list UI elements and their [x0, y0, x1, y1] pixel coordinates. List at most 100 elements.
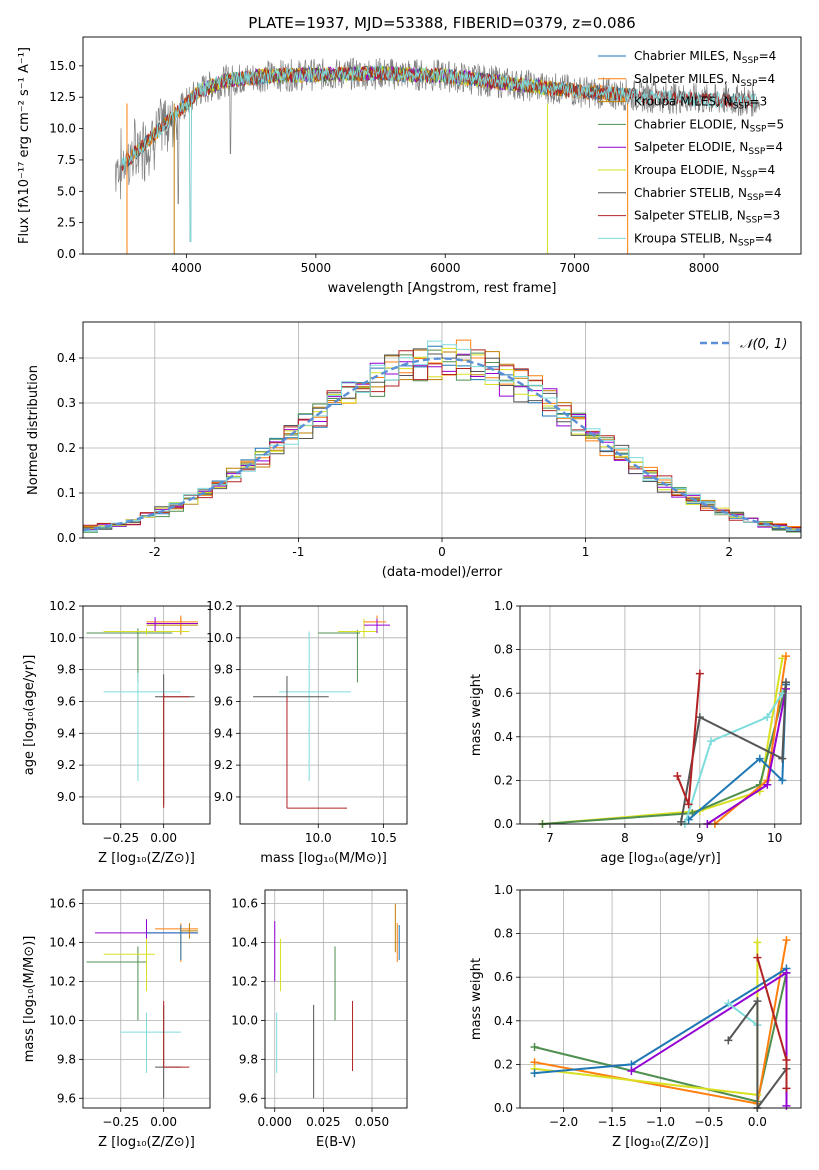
axes-3: [79, 605, 210, 828]
x-tick-label: 10: [767, 831, 782, 845]
legend-subscript: SSP: [748, 147, 765, 157]
y-tick-label: 9.8: [57, 663, 76, 677]
legend-count: =4: [765, 140, 783, 154]
axes-5: [516, 605, 801, 828]
y-tick-label: 9.0: [57, 790, 76, 804]
x-tick-label: -2: [149, 545, 161, 559]
y-tick-label: 10.2: [49, 599, 76, 613]
y-tick-label: 9.4: [214, 726, 233, 740]
histogram-series: [83, 349, 801, 528]
legend-text: Salpeter ELODIE, N: [634, 140, 748, 154]
data-point: [707, 737, 716, 746]
axes-frame: [82, 889, 211, 1109]
model-spectrum: [121, 65, 756, 170]
legend-text: Salpeter STELIB, N: [634, 209, 746, 223]
y-tick-label: 10.0: [49, 1013, 76, 1027]
y-tick-label: 9.2: [57, 758, 76, 772]
legend-count: =3: [763, 209, 781, 223]
legend-label: Chabrier ELODIE, NSSP=5: [634, 117, 784, 134]
y-axis-label: mass [log₁₀(M/M⊙)]: [22, 936, 37, 1063]
x-tick-label: 6000: [430, 261, 461, 275]
figure-title: PLATE=1937, MJD=53388, FIBERID=0379, z=0…: [248, 14, 635, 32]
axes-frame: [264, 889, 408, 1109]
y-tick-label: 0.8: [494, 927, 513, 941]
histogram-series: [83, 348, 801, 532]
y-tick-label: 1.0: [494, 599, 513, 613]
legend-subscript: SSP: [746, 216, 763, 226]
data-point: [724, 1036, 733, 1045]
y-axis-label: Flux [fλ10⁻¹⁷ erg cm⁻² s⁻¹ A⁻¹]: [17, 47, 32, 244]
mass-weight-series: [542, 684, 787, 825]
mass-weight-series: [727, 1002, 758, 1027]
x-tick-label: 0.0: [748, 1115, 767, 1129]
axes-4: [236, 605, 407, 828]
x-tick-label: −1.5: [597, 1115, 626, 1129]
legend-label: Salpeter STELIB, NSSP=3: [634, 209, 780, 226]
legend-count: =4: [757, 72, 775, 86]
y-tick-label: 1.0: [494, 883, 513, 897]
y-axis-label: mass weight: [469, 958, 484, 1040]
legend-text: Kroupa ELODIE, N: [634, 163, 741, 177]
legend-count: =4: [757, 163, 775, 177]
data-point: [755, 754, 764, 763]
mass-weight-series: [683, 692, 784, 825]
y-tick-label: 2.5: [57, 216, 76, 230]
data-point: [763, 713, 772, 722]
x-tick-label: −0.25: [102, 1115, 139, 1129]
y-tick-label: 0.6: [494, 970, 513, 984]
y-tick-label: 0.0: [57, 247, 76, 261]
legend-subscript: SSP: [741, 170, 758, 180]
axes-frame: [239, 605, 408, 825]
y-tick-label: 0.8: [494, 643, 513, 657]
legend-count: =4: [764, 186, 782, 200]
y-tick-label: 9.6: [57, 694, 76, 708]
y-tick-label: 10.2: [231, 974, 258, 988]
y-tick-label: 10.2: [206, 599, 233, 613]
axes-1: [79, 65, 705, 258]
data-point: [782, 678, 791, 687]
data-point: [782, 1101, 791, 1110]
data-point: [684, 800, 693, 809]
x-axis-label: Z [log₁₀(Z/Z⊙)]: [98, 1135, 195, 1150]
data-point: [677, 817, 686, 826]
legend-subscript: SSP: [741, 79, 758, 89]
legend-count: =4: [759, 49, 777, 63]
x-tick-label: 2: [725, 545, 733, 559]
legend-label: Kroupa ELODIE, NSSP=4: [634, 163, 775, 180]
legend-text: Chabrier STELIB, N: [634, 186, 747, 200]
legend-label: Salpeter MILES, NSSP=4: [634, 72, 775, 89]
x-tick-label: -1: [292, 545, 304, 559]
legend-text: Salpeter MILES, N: [634, 72, 741, 86]
mass-weight-series: [680, 682, 787, 822]
legend-subscript: SSP: [733, 102, 750, 112]
x-tick-label: 4000: [171, 261, 202, 275]
y-tick-label: 0.4: [494, 1014, 513, 1028]
y-tick-label: 9.6: [57, 1091, 76, 1105]
data-point: [778, 776, 787, 785]
x-tick-label: 0.050: [355, 1115, 389, 1129]
x-tick-label: 0.00: [150, 1115, 177, 1129]
x-tick-label: 1: [582, 545, 590, 559]
x-tick-label: 7: [546, 831, 554, 845]
y-tick-label: 15.0: [49, 59, 76, 73]
axes-frame: [519, 605, 802, 825]
axes-frame: [519, 889, 802, 1109]
y-tick-label: 0.2: [57, 441, 76, 455]
y-tick-label: 0.0: [57, 531, 76, 545]
data-point: [673, 772, 682, 781]
mass-weight-series: [534, 942, 759, 1097]
legend-label: Kroupa STELIB, NSSP=4: [634, 231, 772, 248]
legend-label: Kroupa MILES, NSSP=3: [634, 95, 767, 112]
y-tick-label: 10.0: [49, 631, 76, 645]
axes-frame: [82, 321, 802, 539]
legend-text: Kroupa MILES, N: [634, 95, 733, 109]
y-tick-label: 9.8: [214, 663, 233, 677]
y-axis-label: age [log₁₀(age/yr)]: [22, 655, 37, 776]
legend-label: Chabrier STELIB, NSSP=4: [634, 186, 782, 203]
y-axis-label: mass weight: [469, 674, 484, 756]
y-tick-label: 5.0: [57, 184, 76, 198]
data-point: [695, 669, 704, 678]
data-point: [627, 1066, 636, 1075]
axes-frame: [82, 36, 802, 255]
